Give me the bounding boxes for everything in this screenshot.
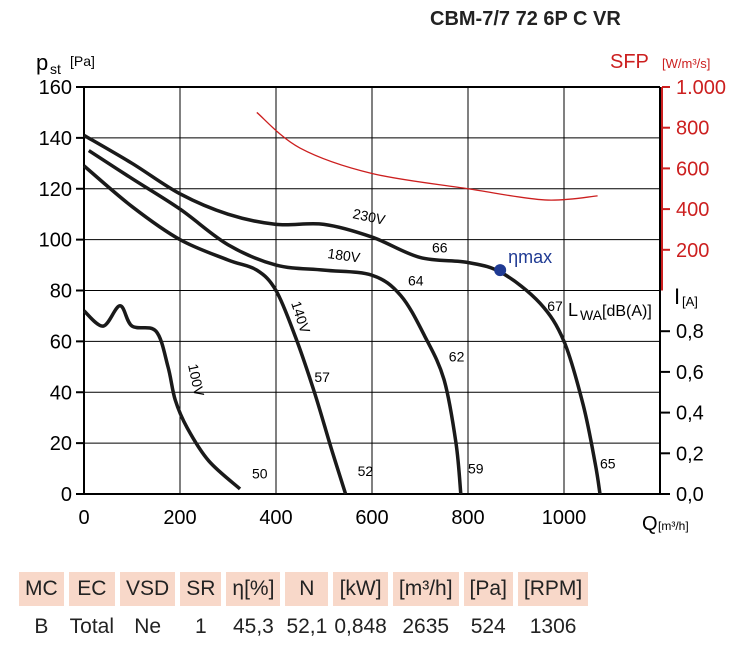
current-axis-label: I (674, 284, 680, 309)
sfp-tick-label: 200 (676, 240, 709, 262)
noise-value-label: 64 (408, 272, 424, 288)
sfp-axis-unit: [W/m³/s] (662, 56, 710, 71)
eta-max-point (494, 264, 507, 277)
voltage-label: 180V (327, 245, 362, 265)
table-value-cell: B (34, 615, 49, 638)
sfp-tick-label: 600 (676, 158, 709, 180)
eta-max-label: ηmax (508, 247, 552, 267)
y-tick-label: 80 (50, 281, 72, 303)
noise-value-label: 57 (314, 369, 330, 385)
spec-table: MC EC VSD SR η[%] N [kW] [m³/h] [Pa] [RPM] B Total… (14, 572, 593, 648)
table-header-cell: η[%] (226, 572, 281, 606)
current-tick-label: 0,6 (676, 362, 704, 384)
x-axis-unit: [m³/h] (658, 519, 689, 533)
noise-label-sub: WA (580, 307, 603, 323)
curve-230v (83, 133, 602, 495)
x-tick-label: 600 (355, 507, 388, 529)
y-axis-unit: [Pa] (70, 53, 95, 69)
y-tick-label: 160 (39, 77, 72, 99)
table-value-cell: Ne (134, 615, 162, 638)
y-axis-label: p (36, 50, 48, 75)
x-axis-label: Q (642, 513, 658, 535)
sfp-tick-label: 1.000 (676, 77, 726, 99)
table-header-cell: [Pa] (463, 572, 513, 606)
x-tick-label: 400 (259, 507, 292, 529)
voltage-label: 230V (351, 205, 387, 228)
table-value-cell: 52,1 (286, 615, 328, 638)
table-header-cell: SR (180, 572, 222, 606)
sfp-axis-label: SFP (610, 51, 649, 73)
table-value-cell: 1 (194, 615, 207, 638)
table-value-cell: 45,3 (232, 615, 274, 638)
current-tick-label: 0,4 (676, 403, 704, 425)
voltage-label: 100V (185, 362, 208, 398)
table-value-cell: Total (69, 615, 115, 638)
sfp-tick-label: 800 (676, 118, 709, 140)
curve-100v (82, 304, 242, 491)
table-value-cell: 1306 (529, 615, 577, 638)
table-header-cell: [kW] (333, 572, 388, 606)
noise-value-label: 50 (252, 466, 268, 482)
y-tick-label: 60 (50, 331, 72, 353)
noise-value-label: 62 (449, 349, 465, 365)
current-tick-label: 0,8 (676, 321, 704, 343)
curve-140v (82, 164, 348, 495)
current-tick-label: 0,0 (676, 484, 704, 506)
table-header-cell: N (285, 572, 329, 606)
noise-value-label: 52 (358, 463, 374, 479)
table-header-cell: MC (19, 572, 64, 606)
noise-label: L (568, 300, 578, 320)
x-tick-label: 200 (163, 507, 196, 529)
y-tick-label: 120 (39, 179, 72, 201)
y-tick-label: 140 (39, 128, 72, 150)
x-tick-label: 0 (78, 507, 89, 529)
table-value-cell: 0,848 (334, 615, 387, 638)
noise-unit: [dB(A)] (602, 303, 652, 320)
y-tick-label: 20 (50, 433, 72, 455)
y-axis-sub: st (50, 61, 61, 77)
noise-value-label: 59 (468, 461, 484, 477)
noise-value-label: 65 (600, 456, 616, 472)
table-header-row: MC EC VSD SR η[%] N [kW] [m³/h] [Pa] [RPM] (19, 572, 589, 606)
table-value-cell: 2635 (402, 615, 450, 638)
x-tick-label: 800 (451, 507, 484, 529)
noise-value-label: 66 (432, 239, 448, 255)
y-tick-label: 100 (39, 230, 72, 252)
table-value-row: B Total Ne 1 45,3 52,1 0,848 2635 524 1306 (19, 606, 588, 648)
noise-value-label: 67 (547, 298, 563, 314)
y-tick-label: 40 (50, 382, 72, 404)
sfp-curve (256, 111, 598, 201)
table-header-cell: EC (68, 572, 116, 606)
table-value-cell: 524 (470, 615, 506, 638)
current-tick-label: 0,2 (676, 443, 704, 465)
table-header-cell: [RPM] (517, 572, 589, 606)
table-header-cell: [m³/h] (392, 572, 459, 606)
chart-title: CBM-7/7 72 6P C VR (430, 8, 621, 30)
sfp-tick-label: 400 (676, 199, 709, 221)
current-axis-unit: [A] (682, 294, 698, 309)
x-tick-label: 1000 (542, 507, 587, 529)
curve-180v (87, 149, 463, 495)
y-tick-label: 0 (61, 484, 72, 506)
table-header-cell: VSD (120, 572, 176, 606)
chart-svg: 0 20 40 60 80 100 120 140 160 0 200 400 600 800 1000 p s… (36, 50, 726, 535)
